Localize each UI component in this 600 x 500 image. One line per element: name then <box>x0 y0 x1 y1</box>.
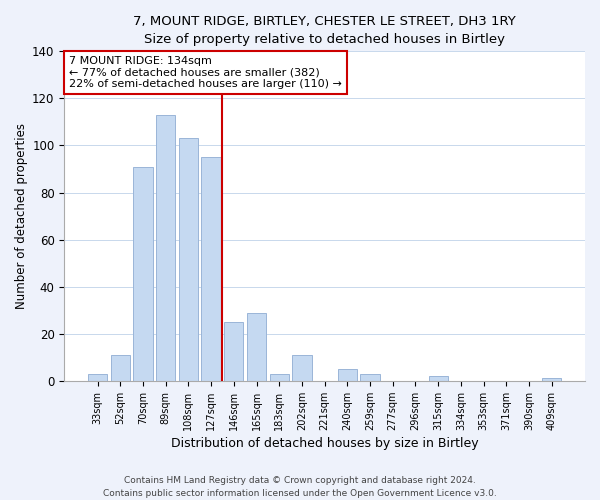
Bar <box>110 355 130 381</box>
Bar <box>179 138 198 381</box>
Bar <box>542 378 562 381</box>
Bar <box>338 369 357 381</box>
Bar <box>428 376 448 381</box>
Text: Contains HM Land Registry data © Crown copyright and database right 2024.
Contai: Contains HM Land Registry data © Crown c… <box>103 476 497 498</box>
Bar <box>224 322 244 381</box>
Y-axis label: Number of detached properties: Number of detached properties <box>15 123 28 309</box>
Bar <box>269 374 289 381</box>
Bar <box>156 115 175 381</box>
Bar <box>202 157 221 381</box>
Text: 7 MOUNT RIDGE: 134sqm
← 77% of detached houses are smaller (382)
22% of semi-det: 7 MOUNT RIDGE: 134sqm ← 77% of detached … <box>70 56 343 90</box>
Bar <box>292 355 311 381</box>
Bar <box>247 312 266 381</box>
X-axis label: Distribution of detached houses by size in Birtley: Distribution of detached houses by size … <box>171 437 478 450</box>
Bar <box>133 166 152 381</box>
Bar <box>361 374 380 381</box>
Bar <box>88 374 107 381</box>
Title: 7, MOUNT RIDGE, BIRTLEY, CHESTER LE STREET, DH3 1RY
Size of property relative to: 7, MOUNT RIDGE, BIRTLEY, CHESTER LE STRE… <box>133 15 516 46</box>
